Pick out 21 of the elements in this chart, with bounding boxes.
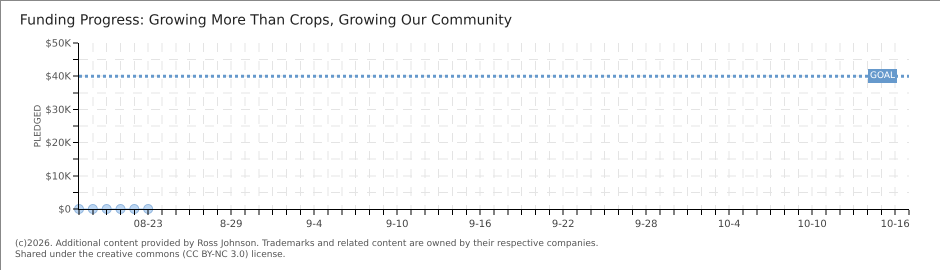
y-tick-label: $0 xyxy=(58,204,71,216)
text: Shared under the creative commons (CC BY-NC 3.0) license. xyxy=(15,250,286,260)
x-tick-label: 9-4 xyxy=(306,219,322,230)
y-tick-label: $40K xyxy=(45,72,72,83)
y-tick-label: $10K xyxy=(45,171,72,182)
x-tick-label: 10-10 xyxy=(798,219,827,230)
text: (c)2026. Additional content provided by Ross Johnson. Trademarks and related content are owned by their respective companies. xyxy=(15,239,598,249)
ref-line-label: GOAL xyxy=(870,71,896,81)
x-tick-label: 9-22 xyxy=(552,219,575,230)
x-tick-label: 9-16 xyxy=(468,219,492,230)
x-tick-label: 10-4 xyxy=(718,219,741,230)
y-tick-label: $20K xyxy=(45,138,72,150)
x-tick-label: 10-16 xyxy=(880,219,910,230)
x-tick-label: 08-23 xyxy=(134,219,163,230)
x-tick-label: 9-10 xyxy=(386,219,409,230)
x-tick-label: 8-29 xyxy=(220,219,243,230)
chart-title: Funding Progress: Growing More Than Crops, Growing Our Community xyxy=(20,12,512,28)
y-axis-title: PLEDGED xyxy=(33,104,44,148)
y-tick-label: $50K xyxy=(45,38,72,50)
x-tick-label: 9-28 xyxy=(634,219,658,230)
y-tick-label: $30K xyxy=(45,104,72,116)
